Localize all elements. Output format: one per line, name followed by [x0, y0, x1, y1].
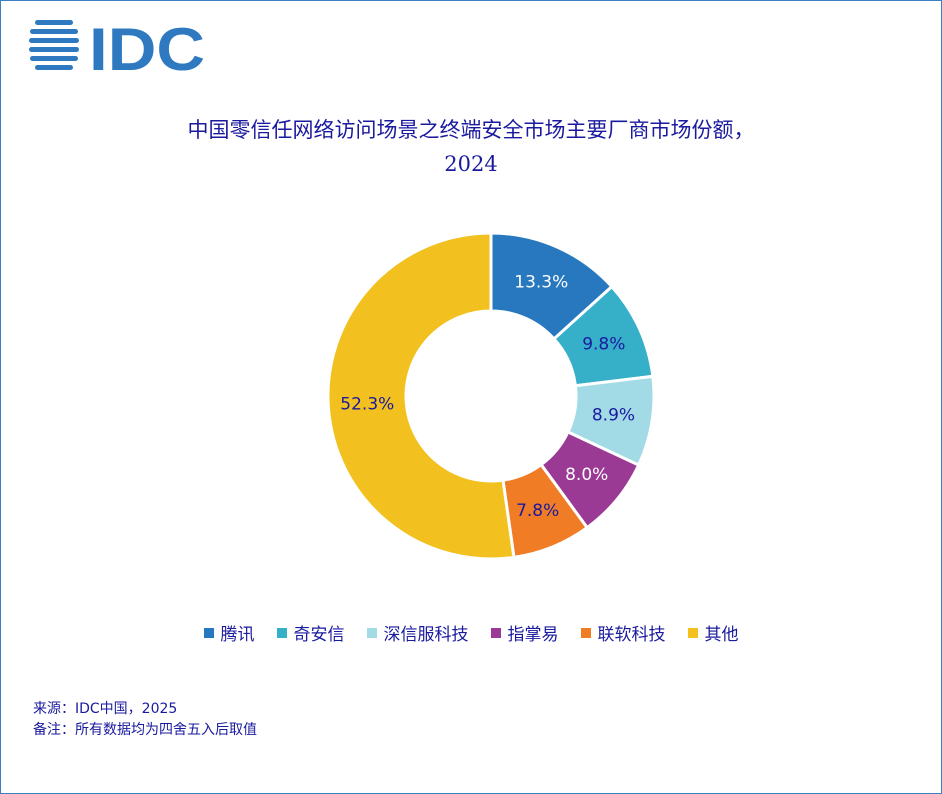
rounding-note: 备注：所有数据均为四舍五入后取值 — [33, 722, 257, 738]
legend-item-3: 深信服科技 — [366, 620, 469, 645]
legend-swatch-1 — [203, 627, 214, 638]
legend-item-2: 奇安信 — [276, 620, 345, 645]
globe-icon — [29, 20, 79, 70]
legend-label-3: 深信服科技 — [383, 625, 469, 645]
donut-slice-6 — [326, 231, 516, 561]
donut-chart: 13.3% 9.8% 8.9% 8.0% 7.8% 52.3% — [326, 231, 656, 561]
idc-logo-text: IDC — [89, 17, 205, 77]
legend: 腾讯 奇安信 深信服科技 指掌易 联软科技 其他 — [1, 620, 941, 645]
chart-title-block: 中国零信任网络访问场景之终端安全市场主要厂商市场份额， 2024 — [1, 113, 941, 181]
idc-logo: IDC — [29, 17, 205, 77]
data-label-6: 52.3% — [340, 395, 394, 415]
legend-label-1: 腾讯 — [220, 625, 255, 645]
data-label-5: 7.8% — [516, 501, 559, 521]
legend-item-5: 联软科技 — [580, 620, 666, 645]
data-label-4: 8.0% — [565, 465, 608, 485]
legend-item-1: 腾讯 — [203, 620, 255, 645]
chart-subtitle: 2024 — [444, 152, 498, 176]
data-label-2: 9.8% — [582, 334, 625, 354]
data-label-1: 13.3% — [514, 273, 568, 293]
legend-item-6: 其他 — [687, 620, 739, 645]
legend-label-6: 其他 — [704, 625, 739, 645]
legend-label-5: 联软科技 — [597, 625, 666, 645]
donut-labels: 13.3% 9.8% 8.9% 8.0% 7.8% 52.3% — [340, 273, 635, 521]
source-note: 来源：IDC中国，2025 — [33, 701, 178, 717]
legend-swatch-6 — [687, 627, 698, 638]
legend-label-2: 奇安信 — [293, 625, 345, 645]
donut-slices — [326, 231, 656, 561]
legend-swatch-2 — [276, 627, 287, 638]
data-label-3: 8.9% — [592, 406, 635, 426]
legend-item-4: 指掌易 — [490, 620, 559, 645]
legend-swatch-4 — [490, 627, 501, 638]
legend-label-4: 指掌易 — [507, 625, 559, 645]
legend-swatch-5 — [580, 627, 591, 638]
chart-title: 中国零信任网络访问场景之终端安全市场主要厂商市场份额， — [187, 118, 755, 142]
footer-notes: 来源：IDC中国，2025 备注：所有数据均为四舍五入后取值 — [33, 699, 257, 741]
legend-swatch-3 — [366, 627, 377, 638]
